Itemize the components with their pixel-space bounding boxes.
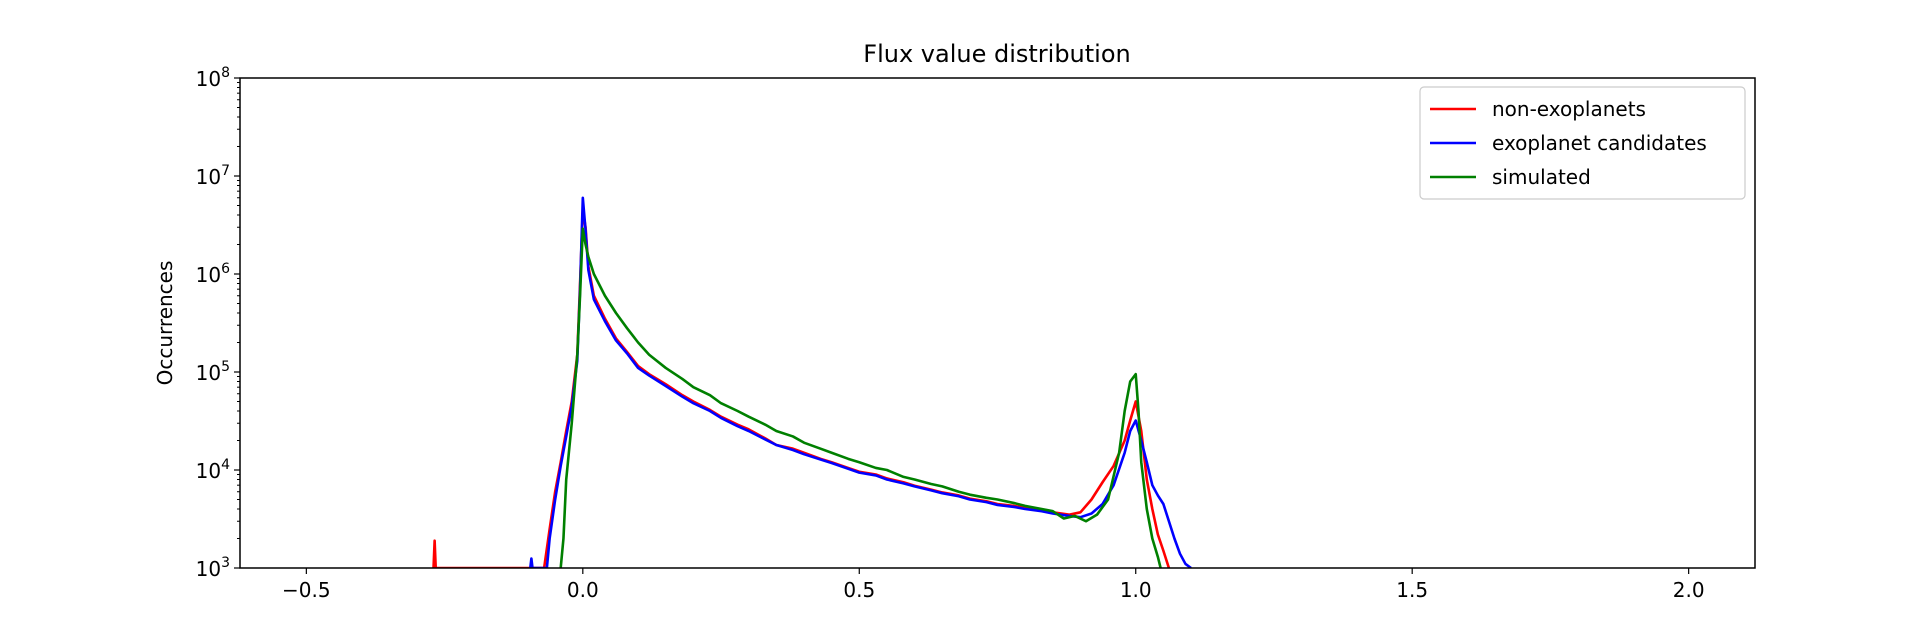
legend-label-1: exoplanet candidates <box>1492 131 1707 155</box>
y-tick-label: 104 <box>196 457 230 483</box>
legend-box <box>1419 86 1746 200</box>
y-tick-label: 108 <box>196 65 230 91</box>
y-tick-label: 107 <box>196 163 230 189</box>
chart-title: Flux value distribution <box>863 40 1130 68</box>
x-tick-label: 0.0 <box>567 578 599 602</box>
x-tick-label: −0.5 <box>282 578 331 602</box>
y-axis: 103 104 105 106 107 108 <box>196 65 240 581</box>
legend-label-2: simulated <box>1492 165 1591 189</box>
x-axis: −0.5 0.0 0.5 1.0 1.5 2.0 <box>282 568 1705 602</box>
series-line-1 <box>528 196 1192 568</box>
x-tick-label: 1.5 <box>1396 578 1428 602</box>
y-tick-label: 103 <box>196 555 230 581</box>
x-tick-label: 0.5 <box>843 578 875 602</box>
x-tick-label: 1.0 <box>1120 578 1152 602</box>
x-tick-label: 2.0 <box>1673 578 1705 602</box>
y-tick-label: 105 <box>196 359 230 385</box>
legend-label-0: non-exoplanets <box>1492 97 1646 121</box>
series-layer <box>432 196 1192 568</box>
series-line-2 <box>559 227 1162 568</box>
y-tick-label: 106 <box>196 261 230 287</box>
plot-frame <box>239 77 1756 569</box>
y-axis-label: Occurrences <box>153 261 177 386</box>
legend: non-exoplanets exoplanet candidates simula… <box>1419 86 1746 200</box>
